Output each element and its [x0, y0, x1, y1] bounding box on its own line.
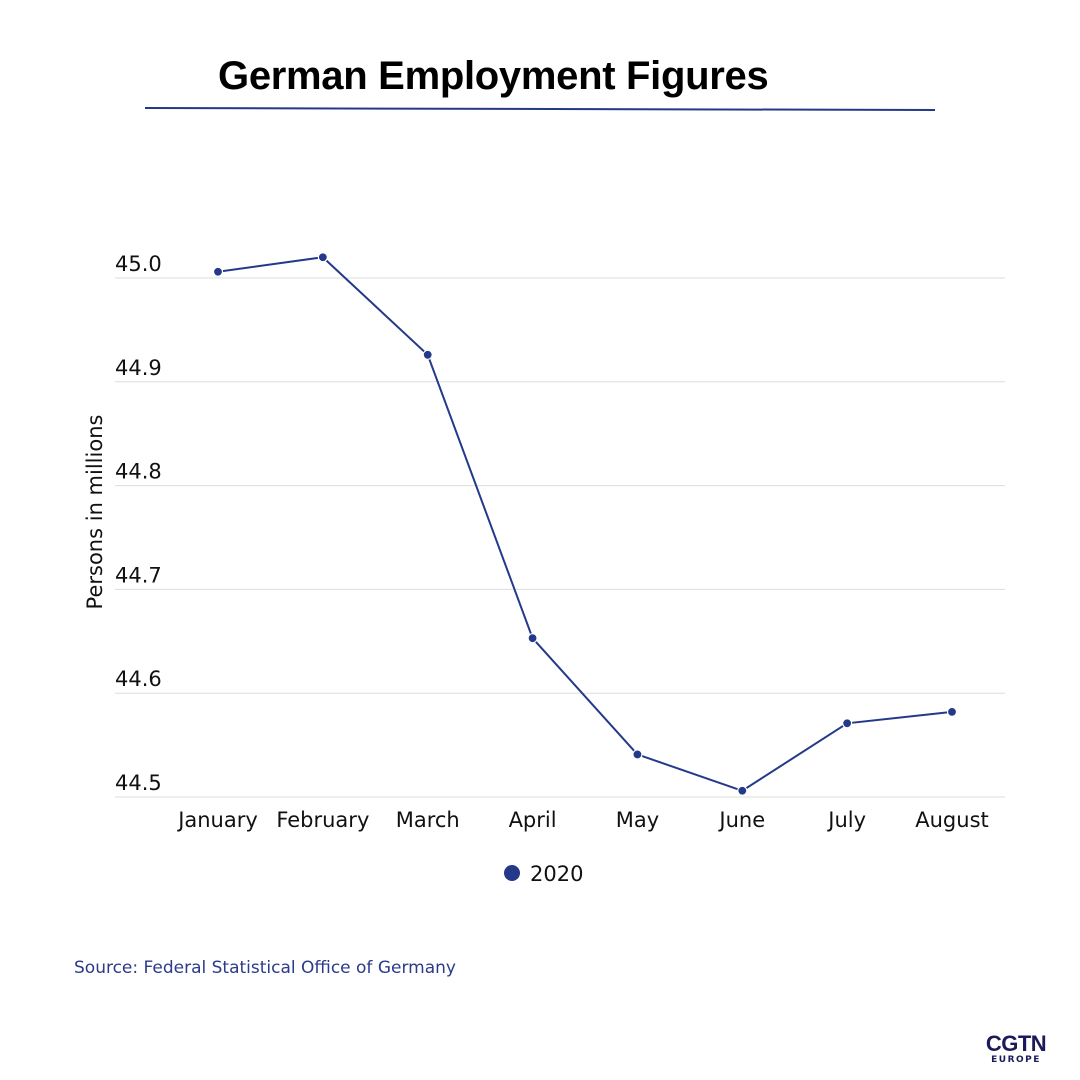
series-2020	[212, 252, 958, 796]
chart-title: German Employment Figures	[218, 54, 769, 98]
x-tick-label: August	[915, 808, 989, 832]
data-point	[737, 785, 748, 796]
data-point	[212, 266, 224, 277]
x-tick-label: March	[396, 808, 460, 832]
x-tick-label: February	[276, 808, 369, 832]
cgtn-europe-logo: CGTN EUROPE	[980, 1033, 1052, 1066]
data-point	[946, 706, 958, 717]
title-underline	[144, 107, 936, 111]
y-tick-label: 45.0	[115, 252, 162, 276]
x-tick-labels: January February March April May June July Augu…	[176, 808, 989, 832]
data-point	[527, 633, 538, 644]
data-point	[317, 252, 328, 263]
y-axis-label: Persons in millions	[83, 415, 107, 610]
legend-marker	[504, 865, 520, 881]
x-tick-label: January	[176, 808, 258, 832]
y-tick-label: 44.8	[115, 460, 162, 484]
gridlines	[115, 277, 1005, 798]
x-tick-label: April	[509, 808, 557, 832]
y-tick-label: 44.6	[115, 667, 162, 691]
data-point	[842, 718, 853, 729]
x-tick-label: July	[826, 808, 866, 832]
source-note: Source: Federal Statistical Office of Ge…	[74, 958, 456, 978]
x-tick-label: May	[616, 808, 659, 832]
y-tick-label: 44.5	[115, 771, 162, 795]
logo-line2: EUROPE	[991, 1055, 1041, 1065]
data-point	[422, 349, 433, 360]
logo-line1: CGTN	[985, 1031, 1047, 1056]
data-point	[632, 749, 643, 760]
y-tick-labels: 44.5 44.6 44.7 44.8 44.9 45.0	[115, 252, 162, 795]
y-tick-label: 44.9	[115, 356, 162, 380]
legend-label: 2020	[530, 862, 583, 886]
x-tick-label: June	[717, 808, 765, 832]
series-line	[217, 256, 953, 792]
y-tick-label: 44.7	[115, 563, 162, 587]
legend: 2020	[504, 862, 583, 886]
